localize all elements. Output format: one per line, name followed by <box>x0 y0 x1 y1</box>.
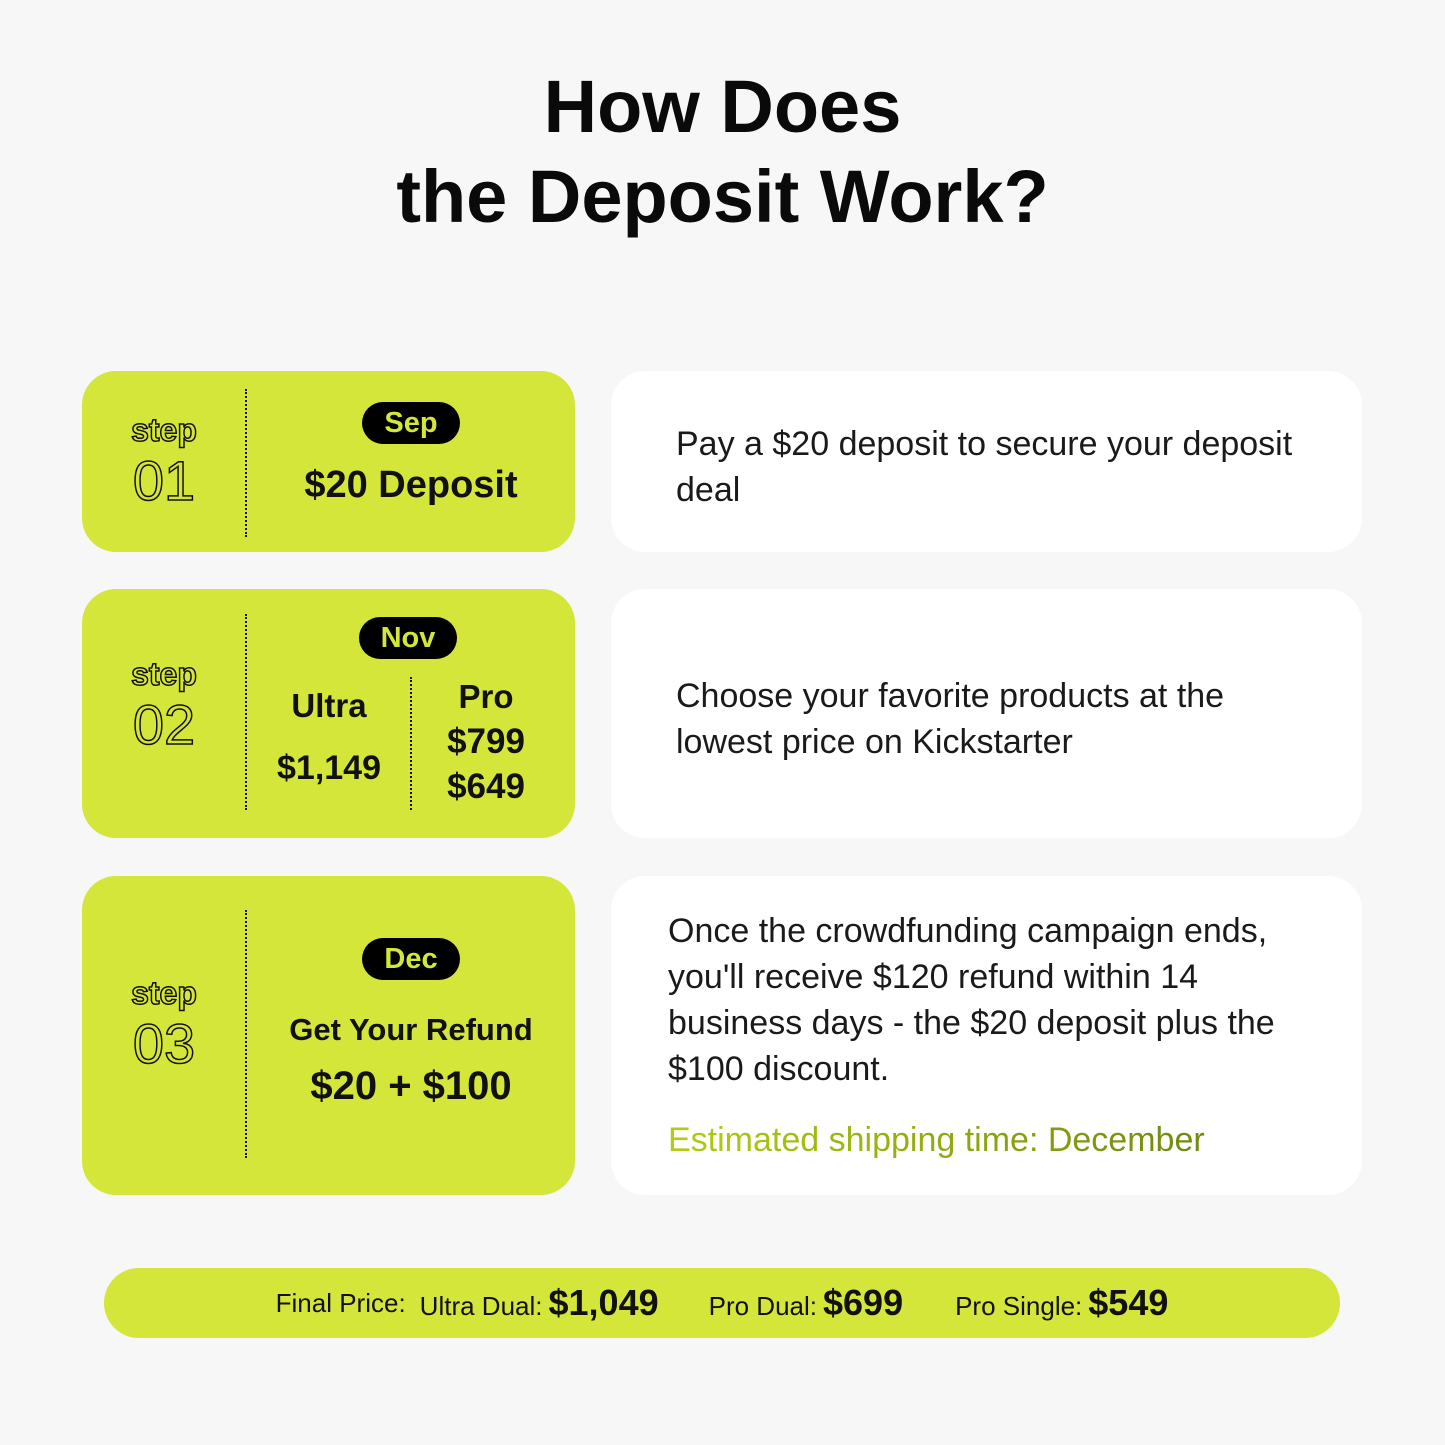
deposit-amount: $20 Deposit <box>304 464 518 506</box>
divider <box>245 389 247 537</box>
final-price-pro-dual: Pro Dual: $699 <box>708 1282 904 1323</box>
divider <box>410 677 412 810</box>
step-2-label: step 02 <box>130 656 197 756</box>
final-price-bar: Final Price: Ultra Dual: $1,049 Pro Dual:… <box>104 1268 1340 1338</box>
final-price-ultra-dual: Ultra Dual: $1,049 <box>419 1282 659 1323</box>
month-badge: Nov <box>358 617 458 659</box>
month-badge: Sep <box>362 402 460 444</box>
ultra-column: Ultra $1,149 <box>277 687 381 787</box>
step-2-card: step 02 Nov Ultra $1,149 Pro $799 $649 <box>82 589 575 838</box>
step-3-label: step 03 <box>130 975 197 1075</box>
shipping-time: Estimated shipping time: December <box>668 1117 1205 1163</box>
final-price-pro-single: Pro Single: $549 <box>955 1282 1169 1323</box>
step-1-card: step 01 Sep $20 Deposit <box>82 371 575 552</box>
step-2-description-card: Choose your favorite products at the low… <box>611 589 1362 838</box>
month-badge: Dec <box>362 938 460 980</box>
refund-amount: $20 + $100 <box>310 1064 512 1108</box>
step-3-card: step 03 Dec Get Your Refund $20 + $100 <box>82 876 575 1195</box>
pro-column: Pro $799 $649 <box>447 678 525 806</box>
page-title: How Does the Deposit Work? <box>396 65 1049 238</box>
step-1-label: step 01 <box>130 412 197 512</box>
divider <box>245 614 247 810</box>
step-3-description-card: Once the crowdfunding campaign ends, you… <box>611 876 1362 1195</box>
divider <box>245 910 247 1158</box>
step-1-description-card: Pay a $20 deposit to secure your deposit… <box>611 371 1362 552</box>
